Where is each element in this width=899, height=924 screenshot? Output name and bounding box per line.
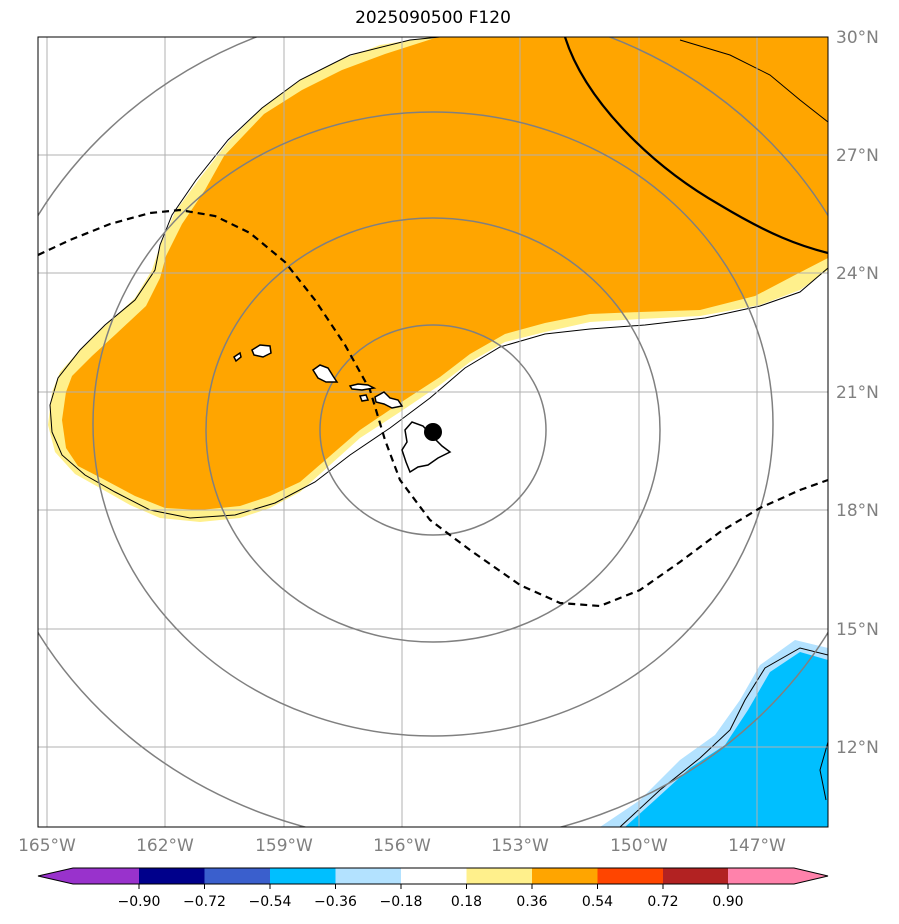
colorbar-segment	[728, 868, 828, 884]
colorbar-tick-label: −0.72	[183, 894, 226, 910]
longitude-labels: 165°W 162°W 159°W 156°W 153°W 150°W 147°…	[18, 836, 786, 856]
colorbar-segment	[597, 868, 663, 884]
lon-label: 153°W	[491, 836, 549, 856]
map-title: 2025090500 F120	[355, 8, 511, 28]
lat-label: 27°N	[836, 146, 879, 166]
colorbar-segment	[139, 868, 205, 884]
lon-label: 165°W	[18, 836, 76, 856]
colorbar-segment	[663, 868, 728, 884]
colorbar-segment	[204, 868, 270, 884]
colorbar-tick-label: −0.90	[118, 894, 161, 910]
island-lanai	[358, 394, 370, 402]
range-rings	[38, 37, 828, 827]
graticule	[38, 37, 828, 827]
lat-label: 12°N	[836, 738, 879, 758]
lon-label: 159°W	[255, 836, 313, 856]
island-kauai	[251, 344, 272, 358]
lat-label: 24°N	[836, 264, 879, 284]
lat-label: 21°N	[836, 383, 879, 403]
latitude-labels: 30°N 27°N 24°N 21°N 18°N 15°N 12°N	[836, 28, 879, 758]
map-area	[38, 37, 828, 827]
lat-label: 30°N	[836, 28, 879, 48]
island-maui	[374, 391, 404, 409]
island-molokai	[348, 383, 377, 391]
hawaiian-islands	[233, 344, 452, 474]
lon-label: 147°W	[728, 836, 786, 856]
anomaly-contour-line-top	[679, 39, 828, 123]
colorbar-tick-label: −0.54	[249, 894, 292, 910]
colorbar-segment	[335, 868, 401, 884]
colorbar-segment	[270, 868, 336, 884]
map-border	[37, 36, 829, 828]
storm-center-marker	[424, 423, 442, 441]
lat-label: 18°N	[836, 501, 879, 521]
colorbar-tick-label: −0.18	[380, 894, 423, 910]
anomaly-contour-line	[49, 37, 828, 519]
colorbar-tick-label: −0.36	[314, 894, 357, 910]
island-oahu	[311, 364, 339, 383]
colorbar-tick-label: 0.72	[647, 894, 678, 910]
colorbar-tick-label: 0.36	[516, 894, 547, 910]
colorbar-outline	[37, 867, 829, 885]
colorbar: −0.90 −0.72 −0.54 −0.36 −0.18 0.18 0.36 …	[37, 867, 829, 910]
solid-contour	[563, 37, 828, 255]
colorbar-tick-label: 0.54	[582, 894, 613, 910]
dashed-contour	[38, 208, 828, 608]
island-niihau	[233, 351, 242, 363]
colorbar-tick-label: 0.90	[712, 894, 743, 910]
colorbar-segment	[532, 868, 598, 884]
colorbar-segment	[466, 868, 532, 884]
colorbar-segment	[401, 868, 467, 884]
lat-label: 15°N	[836, 620, 879, 640]
negative-contour-line-right	[819, 741, 828, 801]
colorbar-segment	[38, 868, 139, 884]
lon-label: 156°W	[373, 836, 431, 856]
negative-anomaly-core	[625, 652, 828, 827]
lon-label: 150°W	[610, 836, 668, 856]
island-hawaii	[401, 421, 452, 474]
colorbar-tick-label: 0.18	[451, 894, 482, 910]
lon-label: 162°W	[136, 836, 194, 856]
